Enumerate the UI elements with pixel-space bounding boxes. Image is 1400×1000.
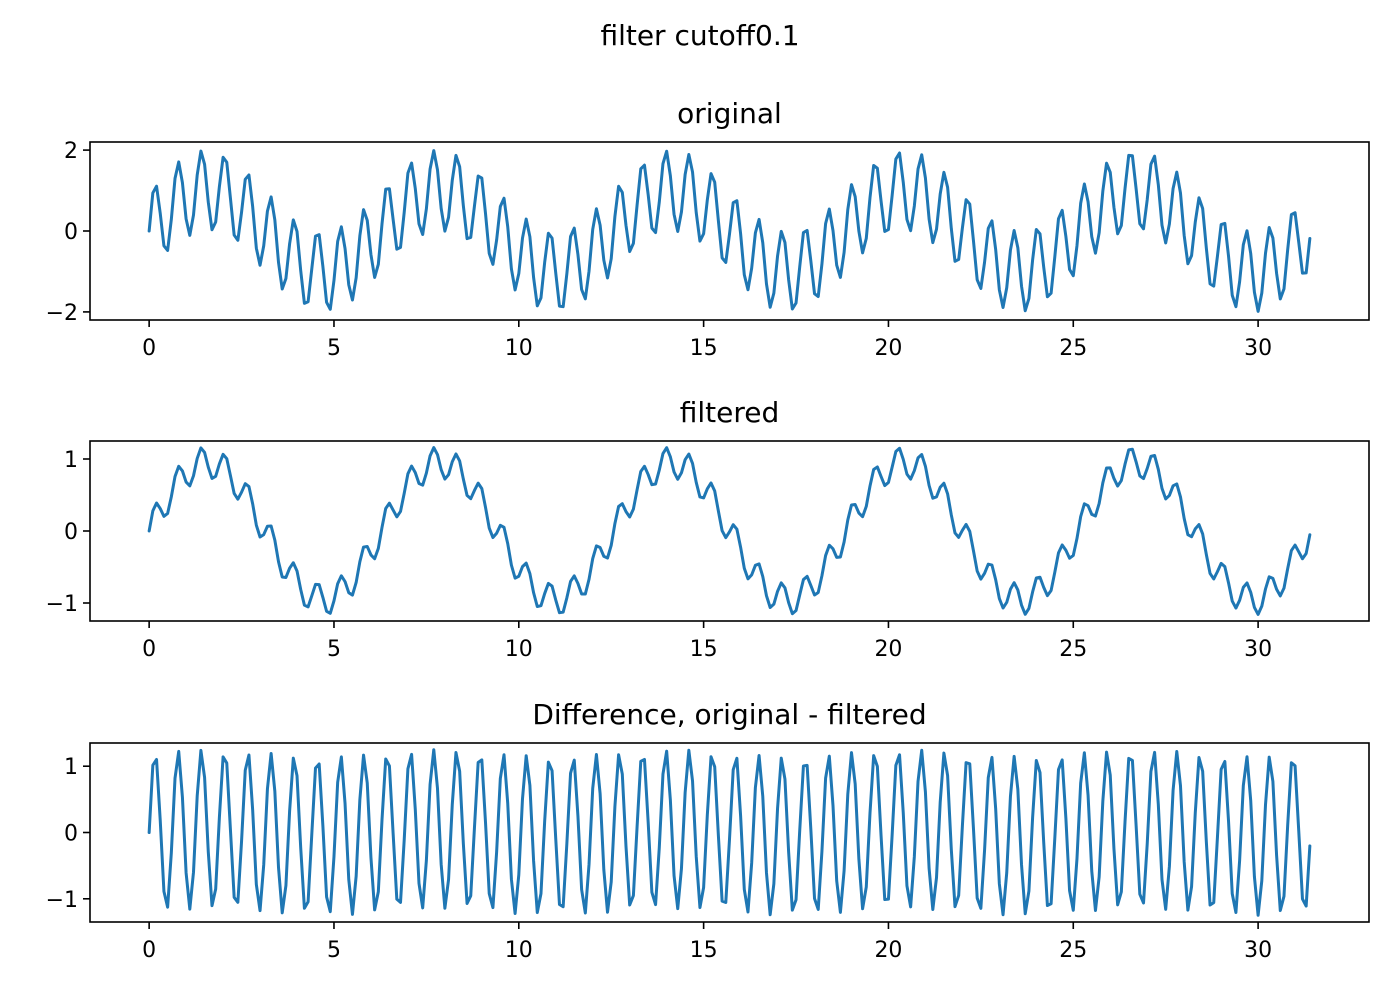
x-tick-label: 20 <box>874 336 902 361</box>
x-tick-label: 0 <box>142 938 156 963</box>
x-tick-label: 15 <box>690 637 718 662</box>
y-tick-label: −2 <box>46 301 78 326</box>
subplot-2-title: filtered <box>680 396 780 429</box>
y-tick-label: 0 <box>64 520 78 545</box>
x-tick-label: 20 <box>874 637 902 662</box>
x-tick-label: 0 <box>142 637 156 662</box>
x-tick-label: 10 <box>505 637 533 662</box>
subplot-1: original 0 5 10 15 20 25 30 −2 0 2 <box>46 97 1370 361</box>
x-tick-label: 20 <box>874 938 902 963</box>
x-tick-label: 15 <box>690 336 718 361</box>
x-tick-label: 5 <box>327 938 341 963</box>
x-tick-label: 15 <box>690 938 718 963</box>
subplot-1-series-line <box>147 149 1312 313</box>
figure-suptitle: filter cutoff0.1 <box>600 19 799 52</box>
subplot-2-series-line <box>147 446 1312 616</box>
subplot-3-title: Difference, original - filtered <box>532 698 926 731</box>
subplot-1-title: original <box>677 97 782 130</box>
x-tick-label: 0 <box>142 336 156 361</box>
x-tick-label: 10 <box>505 336 533 361</box>
subplot-3-series-line <box>147 748 1312 917</box>
x-tick-label: 30 <box>1244 336 1272 361</box>
y-tick-label: 1 <box>64 448 78 473</box>
x-tick-label: 25 <box>1059 938 1087 963</box>
y-tick-label: 2 <box>64 139 78 164</box>
y-tick-label: 1 <box>64 755 78 780</box>
x-tick-label: 25 <box>1059 637 1087 662</box>
y-tick-label: 0 <box>64 822 78 847</box>
x-tick-label: 10 <box>505 938 533 963</box>
y-tick-label: −1 <box>46 888 78 913</box>
x-tick-label: 30 <box>1244 938 1272 963</box>
y-tick-label: 0 <box>64 220 78 245</box>
y-tick-label: −1 <box>46 592 78 617</box>
x-tick-label: 5 <box>327 637 341 662</box>
x-tick-label: 25 <box>1059 336 1087 361</box>
x-tick-label: 30 <box>1244 637 1272 662</box>
x-tick-label: 5 <box>327 336 341 361</box>
subplot-2: filtered 0 5 10 15 20 25 30 −1 0 1 <box>46 396 1370 662</box>
